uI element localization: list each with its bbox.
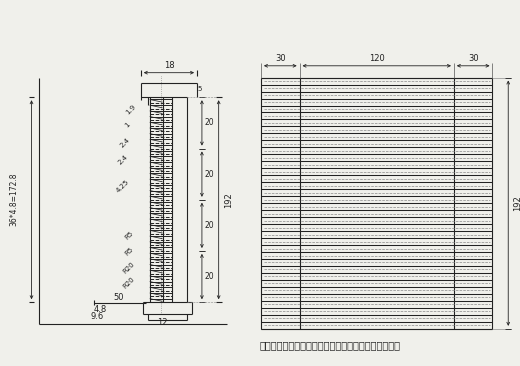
Text: 50: 50 (113, 293, 123, 302)
Text: 1: 1 (123, 121, 131, 128)
Text: 20: 20 (205, 272, 215, 281)
Text: 20: 20 (205, 221, 215, 230)
Text: 1.9: 1.9 (125, 103, 137, 115)
Text: 192: 192 (514, 195, 520, 211)
Text: 120: 120 (369, 55, 385, 63)
Text: 5: 5 (198, 86, 202, 93)
Text: 30: 30 (275, 55, 285, 63)
Text: 4.25: 4.25 (115, 178, 131, 194)
Text: 36*4.8=172.8: 36*4.8=172.8 (9, 173, 18, 227)
Text: 20: 20 (205, 119, 215, 127)
Text: R20: R20 (122, 261, 136, 274)
Text: 9.6: 9.6 (91, 313, 104, 321)
Text: 2.4: 2.4 (117, 153, 129, 165)
Text: 20: 20 (205, 169, 215, 179)
Text: 30: 30 (468, 55, 478, 63)
Text: R20: R20 (122, 276, 136, 290)
Text: 技术要求：产品表面光滑，无毛刺、变形、划伤等缺陷: 技术要求：产品表面光滑，无毛刺、变形、划伤等缺陷 (259, 340, 400, 351)
Text: R5: R5 (124, 230, 134, 240)
Text: 192: 192 (224, 192, 233, 208)
Text: 4.8: 4.8 (94, 305, 107, 314)
Text: R5: R5 (124, 246, 134, 256)
Text: 2.4: 2.4 (119, 137, 131, 149)
Text: 18: 18 (164, 61, 174, 70)
Text: 12: 12 (157, 318, 168, 327)
